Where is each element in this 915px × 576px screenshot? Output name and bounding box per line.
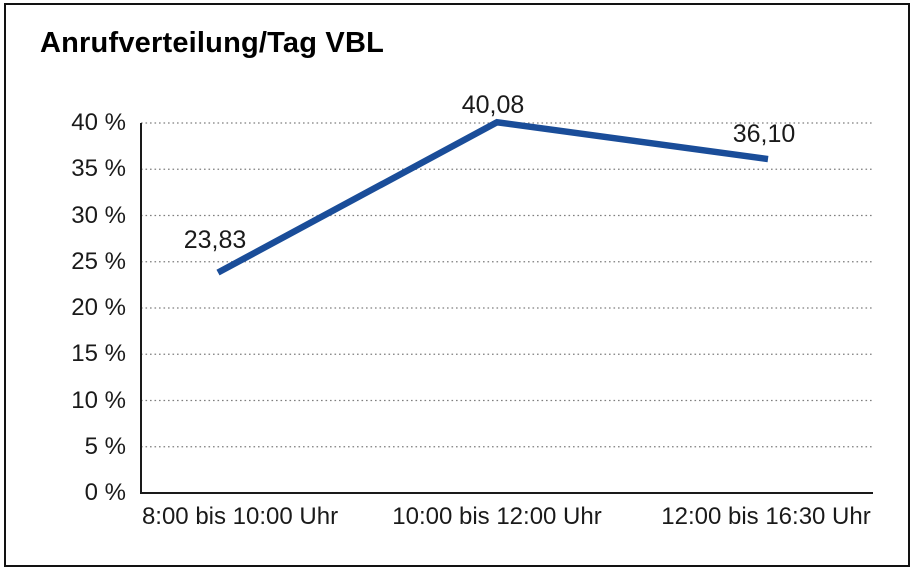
data-point-label: 40,08 [461,91,525,120]
y-tick-label-35: 35 % [71,155,126,183]
x-category-label: 12:00 bis 16:30 Uhr [661,503,871,530]
y-tick-label-30: 30 % [71,201,126,229]
y-tick-label-20: 20 % [71,294,126,321]
data-point-label: 23,83 [183,225,247,254]
y-tick-label-10: 10 % [71,386,126,414]
x-category-label: 8:00 bis 10:00 Uhr [141,503,339,530]
y-tick-label-15: 15 % [71,340,126,368]
data-point-label: 36,10 [732,120,796,149]
y-tick-label-40: 40 % [71,109,126,136]
y-tick-label-0: 0 % [84,479,126,506]
chart-border-frame [4,3,910,567]
chart-title: Anrufverteilung/Tag VBL [40,27,385,59]
y-tick-label-5: 5 % [84,432,126,460]
x-category-label: 10:00 bis 12:00 Uhr [392,503,602,530]
data-line-series [216,118,769,276]
y-tick-label-25: 25 % [71,247,126,275]
